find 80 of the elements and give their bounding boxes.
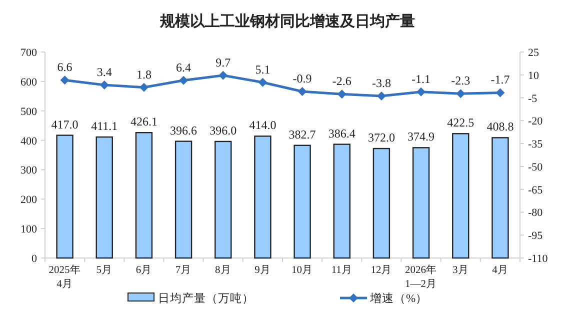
x-tick-label: 2025年 4月 — [48, 264, 81, 290]
bar — [135, 132, 153, 259]
point — [60, 76, 70, 85]
data-label: 382.7 — [288, 127, 316, 142]
data-label: 422.5 — [447, 116, 474, 130]
y2-tick-label: -110 — [528, 253, 548, 265]
y2-tick-label: 10 — [528, 70, 540, 82]
data-label: -1.7 — [490, 72, 510, 87]
bar — [96, 136, 113, 259]
x-tick-label: 10月 — [292, 264, 314, 276]
data-label: 6.6 — [57, 60, 72, 74]
x-tick-label: 4月 — [492, 264, 508, 276]
bar — [372, 148, 390, 259]
y-tick-label: 500 — [20, 106, 38, 118]
data-label: 372.0 — [368, 130, 395, 145]
data-label: 408.8 — [486, 120, 514, 134]
data-label: 386.4 — [328, 126, 356, 140]
x-tick-label: 3月 — [452, 264, 469, 276]
y2-tick-label: -50 — [528, 161, 544, 174]
data-label: -0.9 — [292, 72, 312, 86]
point — [179, 76, 188, 85]
y2-tick-label: -35 — [528, 138, 544, 151]
bar — [254, 136, 272, 259]
data-label: 3.4 — [96, 64, 112, 79]
legend-label: 日均产量（万吨） — [158, 291, 254, 305]
data-label: -2.6 — [332, 74, 352, 88]
y2-tick-label: -65 — [528, 184, 544, 196]
point — [100, 80, 109, 90]
x-tick-label: 5月 — [96, 264, 112, 276]
point — [298, 87, 307, 96]
data-label: 6.4 — [176, 60, 192, 74]
bar — [412, 147, 430, 259]
x-tick-label: 9月 — [254, 264, 271, 276]
y2-tick-label: 25 — [528, 47, 540, 59]
data-label: 9.7 — [216, 55, 231, 70]
point — [337, 90, 346, 99]
data-label: 396.6 — [170, 123, 198, 138]
y-tick-label: 300 — [20, 164, 38, 177]
bar — [492, 137, 509, 259]
x-tick-label: 12月 — [370, 264, 392, 276]
x-tick-label: 6月 — [136, 264, 152, 276]
point — [496, 88, 505, 98]
point — [218, 70, 228, 80]
y-tick-label: 600 — [20, 76, 38, 88]
y-tick-label: 200 — [20, 194, 38, 206]
y-tick-label: 400 — [20, 135, 38, 148]
chart-title: 规模以上工业钢材同比增速及日均产量 — [159, 13, 415, 30]
bar — [294, 144, 311, 259]
data-label: 426.1 — [130, 114, 158, 129]
y2-tick-label: -95 — [528, 230, 544, 242]
y-tick-label: 0 — [32, 253, 38, 265]
y2-tick-label: -80 — [528, 207, 544, 220]
legend-label: 增速（%） — [369, 292, 428, 305]
data-label: -3.8 — [372, 76, 391, 90]
y-tick-label: 700 — [20, 47, 38, 59]
point — [416, 87, 426, 96]
data-label: 1.8 — [136, 67, 152, 82]
x-tick-label: 7月 — [175, 264, 192, 276]
data-label: 374.9 — [408, 130, 435, 144]
data-label: -2.3 — [451, 74, 470, 88]
x-tick-label: 8月 — [215, 264, 232, 276]
y2-tick-label: -5 — [528, 92, 538, 105]
data-label: -1.1 — [412, 72, 431, 86]
y2-tick-label: -20 — [528, 116, 544, 128]
data-label: 396.0 — [210, 123, 237, 138]
point — [258, 78, 268, 87]
x-tick-label: 11月 — [331, 264, 352, 276]
bar — [174, 140, 192, 259]
point — [139, 82, 148, 92]
bar — [333, 144, 350, 259]
x-tick-label: 2026年 1—2月 — [405, 264, 438, 290]
bar — [214, 140, 232, 259]
data-label: 5.1 — [255, 62, 270, 76]
data-label: 417.0 — [51, 117, 78, 132]
data-label: 414.0 — [249, 118, 276, 132]
bar — [56, 134, 74, 259]
y-tick-label: 100 — [20, 224, 38, 236]
point — [456, 89, 466, 98]
data-label: 411.1 — [91, 119, 118, 134]
bar — [452, 133, 470, 259]
